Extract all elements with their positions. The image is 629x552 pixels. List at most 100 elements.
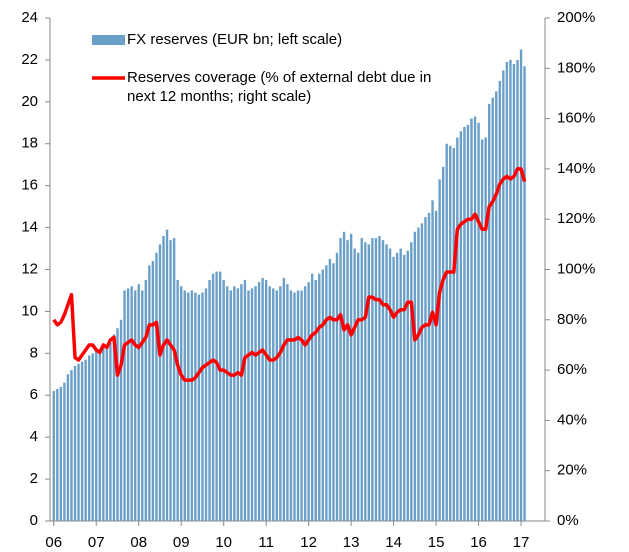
bar: [307, 282, 310, 521]
legend-label: FX reserves (EUR bn; left scale): [127, 31, 343, 48]
bar: [257, 282, 261, 521]
bar: [133, 290, 137, 521]
bar: [158, 244, 162, 521]
bar: [243, 279, 247, 521]
bar: [459, 131, 463, 522]
bar: [105, 349, 109, 521]
bar: [197, 294, 201, 521]
bar: [84, 359, 87, 521]
bar: [371, 238, 374, 521]
bar: [310, 273, 314, 521]
x-tick-label: 14: [385, 534, 402, 551]
bar: [137, 284, 140, 521]
bar: [456, 137, 459, 521]
bar: [406, 250, 409, 521]
bar: [385, 244, 388, 521]
bar: [473, 116, 477, 522]
bar: [102, 347, 105, 521]
bar: [119, 319, 123, 521]
x-tick-label: 11: [258, 534, 274, 551]
bar: [367, 244, 371, 521]
y2-tick-label: 20%: [557, 462, 587, 479]
bar: [141, 290, 144, 521]
bar: [449, 145, 452, 522]
bar: [484, 137, 487, 521]
bar: [151, 261, 155, 521]
y2-tick-label: 100%: [557, 260, 595, 277]
bar: [95, 351, 98, 521]
bar: [445, 143, 448, 521]
bar: [466, 124, 470, 521]
bar: [162, 235, 165, 521]
bar: [87, 355, 91, 521]
bar: [155, 252, 158, 521]
bar: [512, 64, 516, 521]
bar: [470, 118, 473, 521]
bar: [392, 256, 395, 521]
bar: [222, 279, 225, 521]
bar: [325, 265, 328, 521]
legend-label: Reserves coverage (% of external debt du…: [127, 69, 432, 105]
y2-tick-label: 80%: [557, 311, 587, 328]
bar: [180, 286, 183, 521]
bar: [410, 242, 413, 522]
bar: [321, 269, 325, 521]
bar: [516, 59, 519, 522]
y2-tick-label: 0%: [557, 512, 579, 529]
bar: [424, 217, 427, 521]
bar: [236, 288, 240, 521]
bar: [201, 292, 204, 521]
bar: [480, 139, 484, 521]
bar: [130, 286, 133, 521]
y-tick-label: 8: [30, 344, 38, 361]
y-tick-label: 14: [21, 219, 38, 236]
bar: [441, 166, 445, 521]
bar: [289, 290, 293, 521]
bar: [70, 370, 73, 521]
x-tick-label: 17: [513, 534, 530, 551]
bar: [399, 248, 402, 521]
bar: [109, 342, 112, 521]
bar: [491, 97, 494, 522]
bar: [169, 240, 172, 522]
bar: [413, 231, 417, 521]
y-tick-label: 6: [30, 386, 38, 403]
bar: [438, 179, 441, 522]
bar: [59, 386, 63, 521]
bar: [328, 259, 332, 521]
y-tick-label: 24: [21, 9, 38, 26]
bar: [487, 103, 491, 521]
bar: [91, 353, 94, 521]
bar: [427, 212, 431, 521]
bar: [360, 238, 363, 521]
bar: [190, 290, 194, 521]
bar: [477, 122, 480, 522]
bar: [144, 279, 148, 521]
x-tick-label: 06: [45, 534, 62, 551]
bar: [194, 292, 197, 521]
bar: [332, 263, 335, 521]
bar: [183, 290, 186, 521]
bar: [73, 365, 77, 521]
y-tick-label: 20: [21, 93, 38, 110]
bar: [293, 292, 296, 521]
bar: [374, 238, 378, 521]
bar: [300, 290, 303, 521]
bar: [420, 223, 424, 521]
bar: [275, 290, 278, 521]
bar: [98, 349, 101, 521]
y-tick-label: 12: [21, 260, 38, 277]
y2-tick-label: 120%: [557, 210, 595, 227]
bar: [303, 286, 307, 521]
bar: [268, 286, 271, 521]
bar: [279, 286, 282, 521]
bar: [509, 59, 512, 522]
bar: [148, 265, 151, 521]
bar: [364, 242, 367, 522]
bar: [349, 233, 353, 521]
bar: [403, 254, 406, 521]
bar: [112, 334, 116, 521]
bar: [187, 292, 190, 521]
